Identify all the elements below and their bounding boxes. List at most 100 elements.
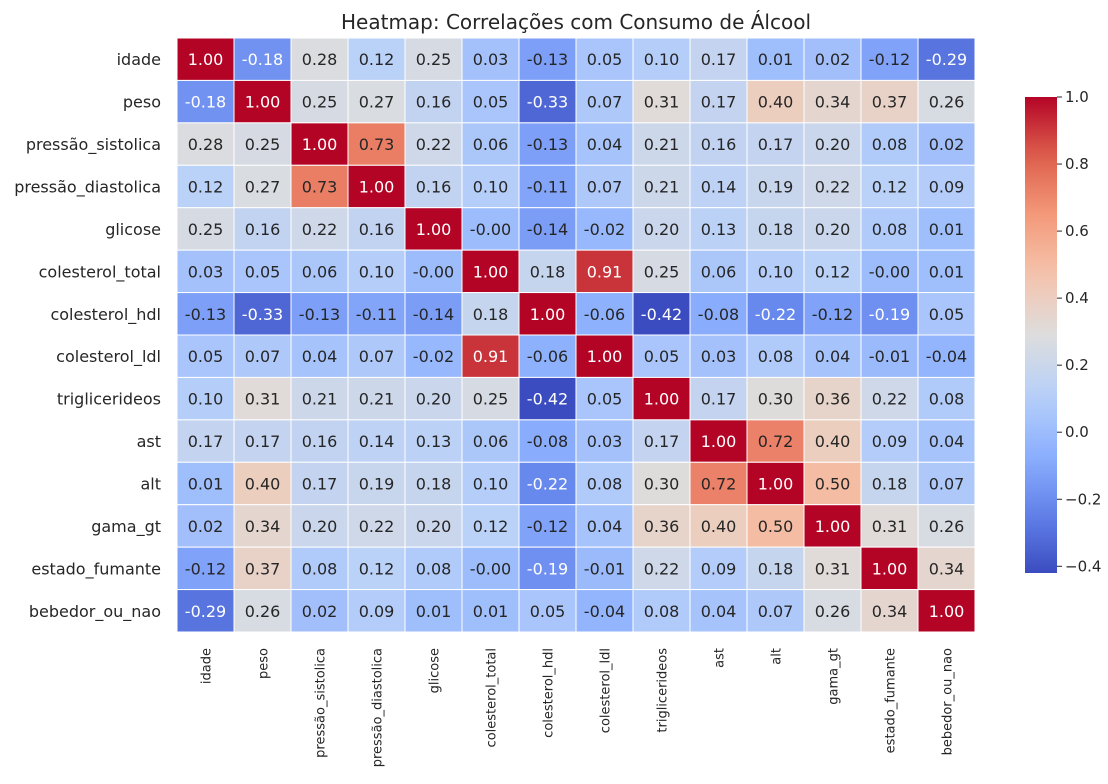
- cell-value-label: 0.25: [302, 93, 338, 112]
- heatmap-cell: [917, 589, 976, 633]
- cell-value-label: 0.37: [245, 559, 281, 578]
- heatmap-cell: [518, 589, 577, 633]
- cell-value-label: 0.20: [815, 135, 851, 154]
- row-label: idade: [117, 50, 161, 69]
- cell-value-label: -0.00: [413, 262, 454, 281]
- cell-value-label: 0.37: [872, 93, 908, 112]
- cell-value-label: 0.30: [758, 390, 794, 409]
- heatmap-cell: [803, 334, 862, 378]
- row-label: triglicerideos: [57, 390, 161, 409]
- colorbar-gradient: [1025, 97, 1057, 573]
- column-label: ast: [713, 648, 728, 668]
- cell-value-label: 0.17: [302, 475, 338, 494]
- cell-value-label: -0.12: [869, 50, 910, 69]
- heatmap-cell: [689, 334, 748, 378]
- heatmap-cell: [290, 79, 349, 124]
- cell-value-label: 0.31: [245, 390, 281, 409]
- heatmap-cell: [632, 249, 691, 294]
- cell-value-label: 0.04: [929, 432, 965, 451]
- cell-value-label: 0.03: [473, 50, 509, 69]
- heatmap-cell: [803, 249, 862, 294]
- cell-value-label: 0.40: [758, 93, 794, 112]
- cell-value-label: 0.12: [815, 262, 851, 281]
- cell-value-label: 0.17: [701, 93, 737, 112]
- heatmap-cell: [233, 461, 292, 506]
- cell-value-label: 0.17: [701, 50, 737, 69]
- cell-value-label: -0.12: [185, 559, 226, 578]
- heatmap-cell: [575, 164, 634, 209]
- heatmap-cell: [746, 546, 805, 591]
- cell-value-label: 0.01: [758, 50, 794, 69]
- cell-value-label: 0.18: [473, 305, 509, 324]
- heatmap-cell: [689, 546, 748, 591]
- heatmap-cell: [575, 589, 634, 633]
- heatmap-cell: [746, 122, 805, 166]
- cell-value-label: -0.06: [584, 305, 625, 324]
- cell-value-label: 0.07: [359, 347, 395, 366]
- heatmap-cell: [518, 461, 577, 506]
- cell-value-label: -0.00: [869, 262, 910, 281]
- cell-value-label: 0.18: [872, 475, 908, 494]
- heatmap-cell: [917, 164, 976, 209]
- column-label: gama_gt: [827, 648, 842, 705]
- heatmap-cell: [746, 249, 805, 294]
- heatmap-cell: [176, 504, 235, 548]
- row-label: gama_gt: [91, 517, 161, 537]
- heatmap-cell: [290, 207, 349, 251]
- heatmap-cell: [917, 546, 976, 591]
- heatmap-cell: [461, 589, 520, 633]
- cell-value-label: 0.22: [416, 135, 452, 154]
- cell-value-label: 0.26: [245, 602, 281, 621]
- cell-value-label: -0.04: [926, 347, 967, 366]
- cell-value-label: 0.02: [815, 50, 851, 69]
- cell-value-label: -0.13: [527, 50, 568, 69]
- column-label: idade: [200, 648, 215, 684]
- heatmap-cell: [803, 37, 862, 81]
- cell-value-label: -0.14: [527, 220, 568, 239]
- heatmap-cell: [347, 589, 406, 633]
- cell-value-label: 1.00: [188, 50, 224, 69]
- cell-value-label: -0.01: [584, 559, 625, 578]
- heatmap-cell: [917, 334, 976, 378]
- cell-value-label: 1.00: [530, 305, 566, 324]
- heatmap-cell: [917, 207, 976, 251]
- colorbar-tick-label: 0.2: [1065, 356, 1089, 374]
- colorbar: −0.4 −0.2 0.0 0.2 0.4 0.6 0.8 1.0: [1025, 88, 1101, 575]
- cell-value-label: 0.06: [473, 432, 509, 451]
- cell-value-label: 0.05: [929, 305, 965, 324]
- heatmap-cell: [176, 164, 235, 209]
- cell-value-label: 0.91: [587, 262, 623, 281]
- column-label: colesterol_hdl: [542, 648, 557, 738]
- heatmap-cell: [746, 207, 805, 251]
- cell-value-label: 0.17: [644, 432, 680, 451]
- cell-value-label: 0.02: [929, 135, 965, 154]
- cell-value-label: 0.07: [587, 178, 623, 197]
- heatmap-cell: [233, 37, 292, 81]
- cell-value-label: 0.17: [701, 390, 737, 409]
- cell-value-label: -0.42: [527, 390, 568, 409]
- cell-value-label: 0.21: [359, 390, 395, 409]
- cell-value-label: 0.07: [245, 347, 281, 366]
- cell-value-label: 0.19: [359, 475, 395, 494]
- cell-value-label: 0.50: [815, 475, 851, 494]
- heatmap-cell: [461, 504, 520, 548]
- heatmap-cell: [461, 79, 520, 124]
- heatmap-cell: [518, 334, 577, 378]
- row-label: glicose: [105, 220, 161, 239]
- cell-value-label: 0.08: [872, 135, 908, 154]
- heatmap-cell: [176, 589, 235, 633]
- cell-value-label: 0.22: [359, 517, 395, 536]
- cell-value-label: 0.07: [587, 93, 623, 112]
- heatmap-cell: [746, 376, 805, 421]
- cell-value-label: 0.20: [815, 220, 851, 239]
- cell-value-label: 0.16: [302, 432, 338, 451]
- heatmap-cell: [347, 79, 406, 124]
- heatmap-cell: [746, 461, 805, 506]
- cell-value-label: 1.00: [929, 602, 965, 621]
- heatmap-cell: [461, 164, 520, 209]
- heatmap-cell: [803, 122, 862, 166]
- heatmap-cell: [803, 207, 862, 251]
- heatmap-cell: [404, 419, 463, 463]
- cell-value-label: 0.12: [872, 178, 908, 197]
- heatmap-cell: [404, 79, 463, 124]
